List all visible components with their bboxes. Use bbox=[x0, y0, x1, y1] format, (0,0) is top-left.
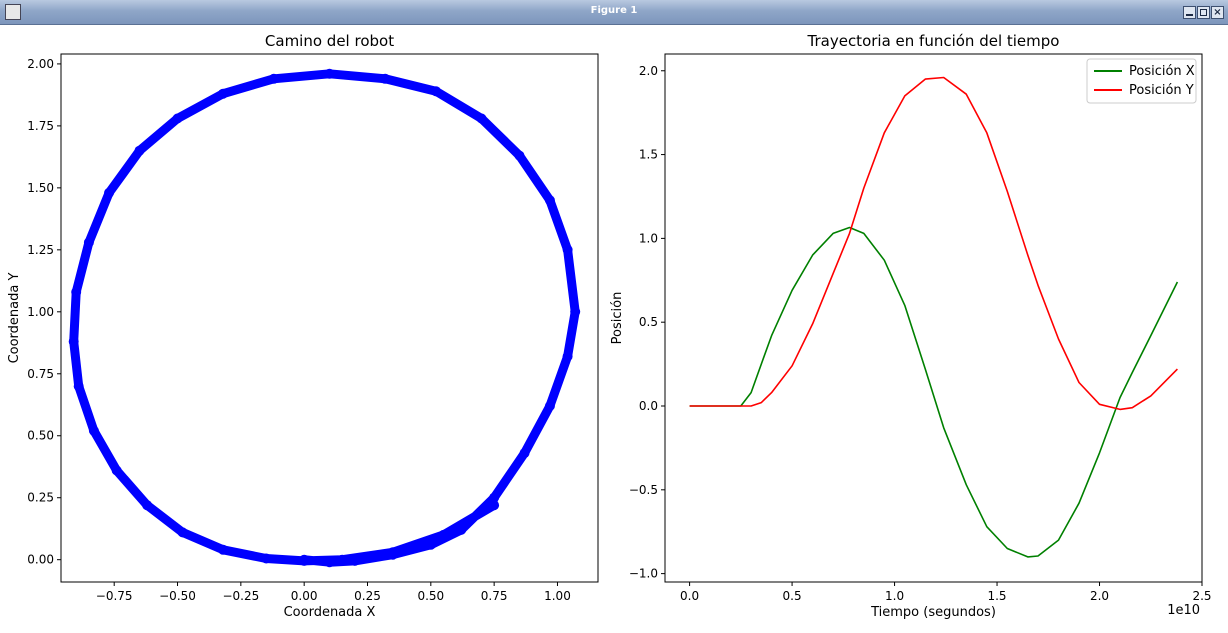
trajectory-legend: Posición X Posición Y bbox=[1086, 58, 1197, 104]
trajectory-ylabel: Posición bbox=[610, 292, 625, 345]
x-tick-label: 1.0 bbox=[885, 589, 904, 603]
y-tick-label: 0.5 bbox=[639, 315, 658, 329]
x-tick-label: −0.75 bbox=[96, 589, 133, 603]
path-point bbox=[544, 195, 555, 206]
trajectory-x-offset: 1e10 bbox=[1167, 603, 1200, 618]
x-tick-label: 2.0 bbox=[1090, 589, 1109, 603]
path-point bbox=[88, 425, 99, 436]
legend-label-posicion-y: Posición Y bbox=[1129, 83, 1194, 98]
x-tick-label: −0.50 bbox=[159, 589, 196, 603]
path-point bbox=[570, 306, 581, 317]
path-point bbox=[456, 524, 467, 535]
path-point bbox=[324, 68, 335, 79]
x-tick-label: 0.00 bbox=[291, 589, 318, 603]
path-point bbox=[268, 73, 279, 84]
series-posicion-x-line bbox=[689, 226, 1179, 558]
x-tick-label: 1.00 bbox=[544, 589, 571, 603]
path-point bbox=[430, 86, 441, 97]
path-point bbox=[111, 465, 122, 476]
path-point bbox=[544, 401, 555, 411]
trajectory-marks bbox=[689, 76, 1179, 558]
figure-canvas: −0.75 −0.50 −0.25 0.00 0.25 0.50 0.75 1.00 0.00 0… bbox=[7, 32, 1212, 620]
x-tick-label: 0.75 bbox=[481, 589, 508, 603]
minimize-icon bbox=[1186, 14, 1193, 16]
path-point bbox=[489, 500, 500, 511]
path-point bbox=[73, 381, 84, 392]
robot-path-ylabel: Coordenada Y bbox=[7, 273, 22, 364]
minimize-button[interactable] bbox=[1183, 6, 1196, 19]
figure-icon bbox=[5, 4, 21, 20]
x-tick-label: −0.25 bbox=[222, 589, 259, 603]
x-tick-label: 1.5 bbox=[987, 589, 1006, 603]
robot-path-title: Camino del robot bbox=[265, 32, 394, 50]
series-posicion-y-line bbox=[689, 76, 1178, 411]
path-point bbox=[261, 553, 272, 564]
legend-label-posicion-x: Posición X bbox=[1129, 64, 1195, 79]
close-icon bbox=[1212, 7, 1223, 18]
y-tick-label: 2.00 bbox=[27, 57, 54, 71]
y-tick-label: 0.00 bbox=[27, 553, 54, 567]
x-tick-label: 0.25 bbox=[354, 589, 381, 603]
y-tick-label: 0.25 bbox=[27, 491, 54, 505]
path-point bbox=[438, 529, 449, 540]
y-tick-label: 0.50 bbox=[27, 429, 54, 443]
path-point bbox=[83, 237, 94, 248]
path-point bbox=[218, 544, 229, 555]
path-point bbox=[218, 88, 229, 99]
trajectory-plot-frame bbox=[664, 53, 1203, 583]
y-tick-label: 1.75 bbox=[27, 119, 54, 133]
robot-path-ticks: −0.75 −0.50 −0.25 0.00 0.25 0.50 0.75 1.00 0.00 0… bbox=[27, 57, 571, 603]
path-point bbox=[425, 539, 436, 550]
y-tick-label: −1.0 bbox=[629, 567, 658, 581]
path-point bbox=[387, 547, 398, 558]
y-tick-label: 0.0 bbox=[639, 399, 658, 413]
path-point bbox=[349, 555, 360, 566]
trajectory-xlabel: Tiempo (segundos) bbox=[870, 605, 996, 620]
x-tick-label: 0.50 bbox=[417, 589, 444, 603]
path-point bbox=[562, 244, 573, 255]
x-tick-label: 0.5 bbox=[783, 589, 802, 603]
path-point bbox=[514, 150, 525, 161]
path-point bbox=[71, 287, 82, 297]
path-point bbox=[104, 187, 115, 198]
path-point bbox=[562, 351, 573, 362]
robot-path-marks bbox=[68, 68, 581, 568]
trajectory-ticks: 0.0 0.5 1.0 1.5 2.0 2.5 −1.0 −0.5 0.0 0.5 1.0 1.5 2.… bbox=[629, 64, 1212, 603]
window-title: Figure 1 bbox=[590, 5, 638, 16]
y-tick-label: 1.25 bbox=[27, 243, 54, 257]
path-point bbox=[324, 557, 335, 568]
path-point bbox=[134, 145, 145, 156]
trajectory-title: Trayectoria en función del tiempo bbox=[807, 32, 1060, 50]
robot-path-trace bbox=[69, 69, 580, 567]
path-point bbox=[177, 527, 188, 538]
window-titlebar[interactable]: Figure 1 bbox=[0, 0, 1228, 25]
path-point bbox=[489, 492, 500, 503]
path-point bbox=[142, 500, 153, 511]
y-tick-label: 1.5 bbox=[639, 148, 658, 162]
trajectory-axes: 0.0 0.5 1.0 1.5 2.0 2.5 −1.0 −0.5 0.0 0.5 1.0 1.5 2.… bbox=[610, 32, 1212, 620]
close-button[interactable] bbox=[1211, 6, 1224, 19]
y-tick-label: 1.0 bbox=[639, 231, 658, 245]
path-point bbox=[476, 113, 487, 124]
x-tick-label: 2.5 bbox=[1192, 589, 1211, 603]
x-tick-label: 0.0 bbox=[680, 589, 699, 603]
y-tick-label: 1.50 bbox=[27, 181, 54, 195]
y-tick-label: 1.00 bbox=[27, 305, 54, 319]
path-point bbox=[337, 554, 348, 565]
robot-path-xlabel: Coordenada X bbox=[284, 605, 376, 620]
path-point bbox=[299, 555, 310, 566]
maximize-icon bbox=[1200, 9, 1207, 16]
y-tick-label: 0.75 bbox=[27, 367, 54, 381]
path-point bbox=[380, 73, 391, 84]
path-point bbox=[68, 336, 79, 347]
maximize-button[interactable] bbox=[1197, 6, 1210, 19]
robot-path-axes: −0.75 −0.50 −0.25 0.00 0.25 0.50 0.75 1.00 0.00 0… bbox=[7, 32, 599, 620]
path-point bbox=[172, 113, 183, 124]
y-tick-label: 2.0 bbox=[639, 64, 658, 78]
y-tick-label: −0.5 bbox=[629, 483, 658, 497]
path-point bbox=[519, 448, 530, 459]
